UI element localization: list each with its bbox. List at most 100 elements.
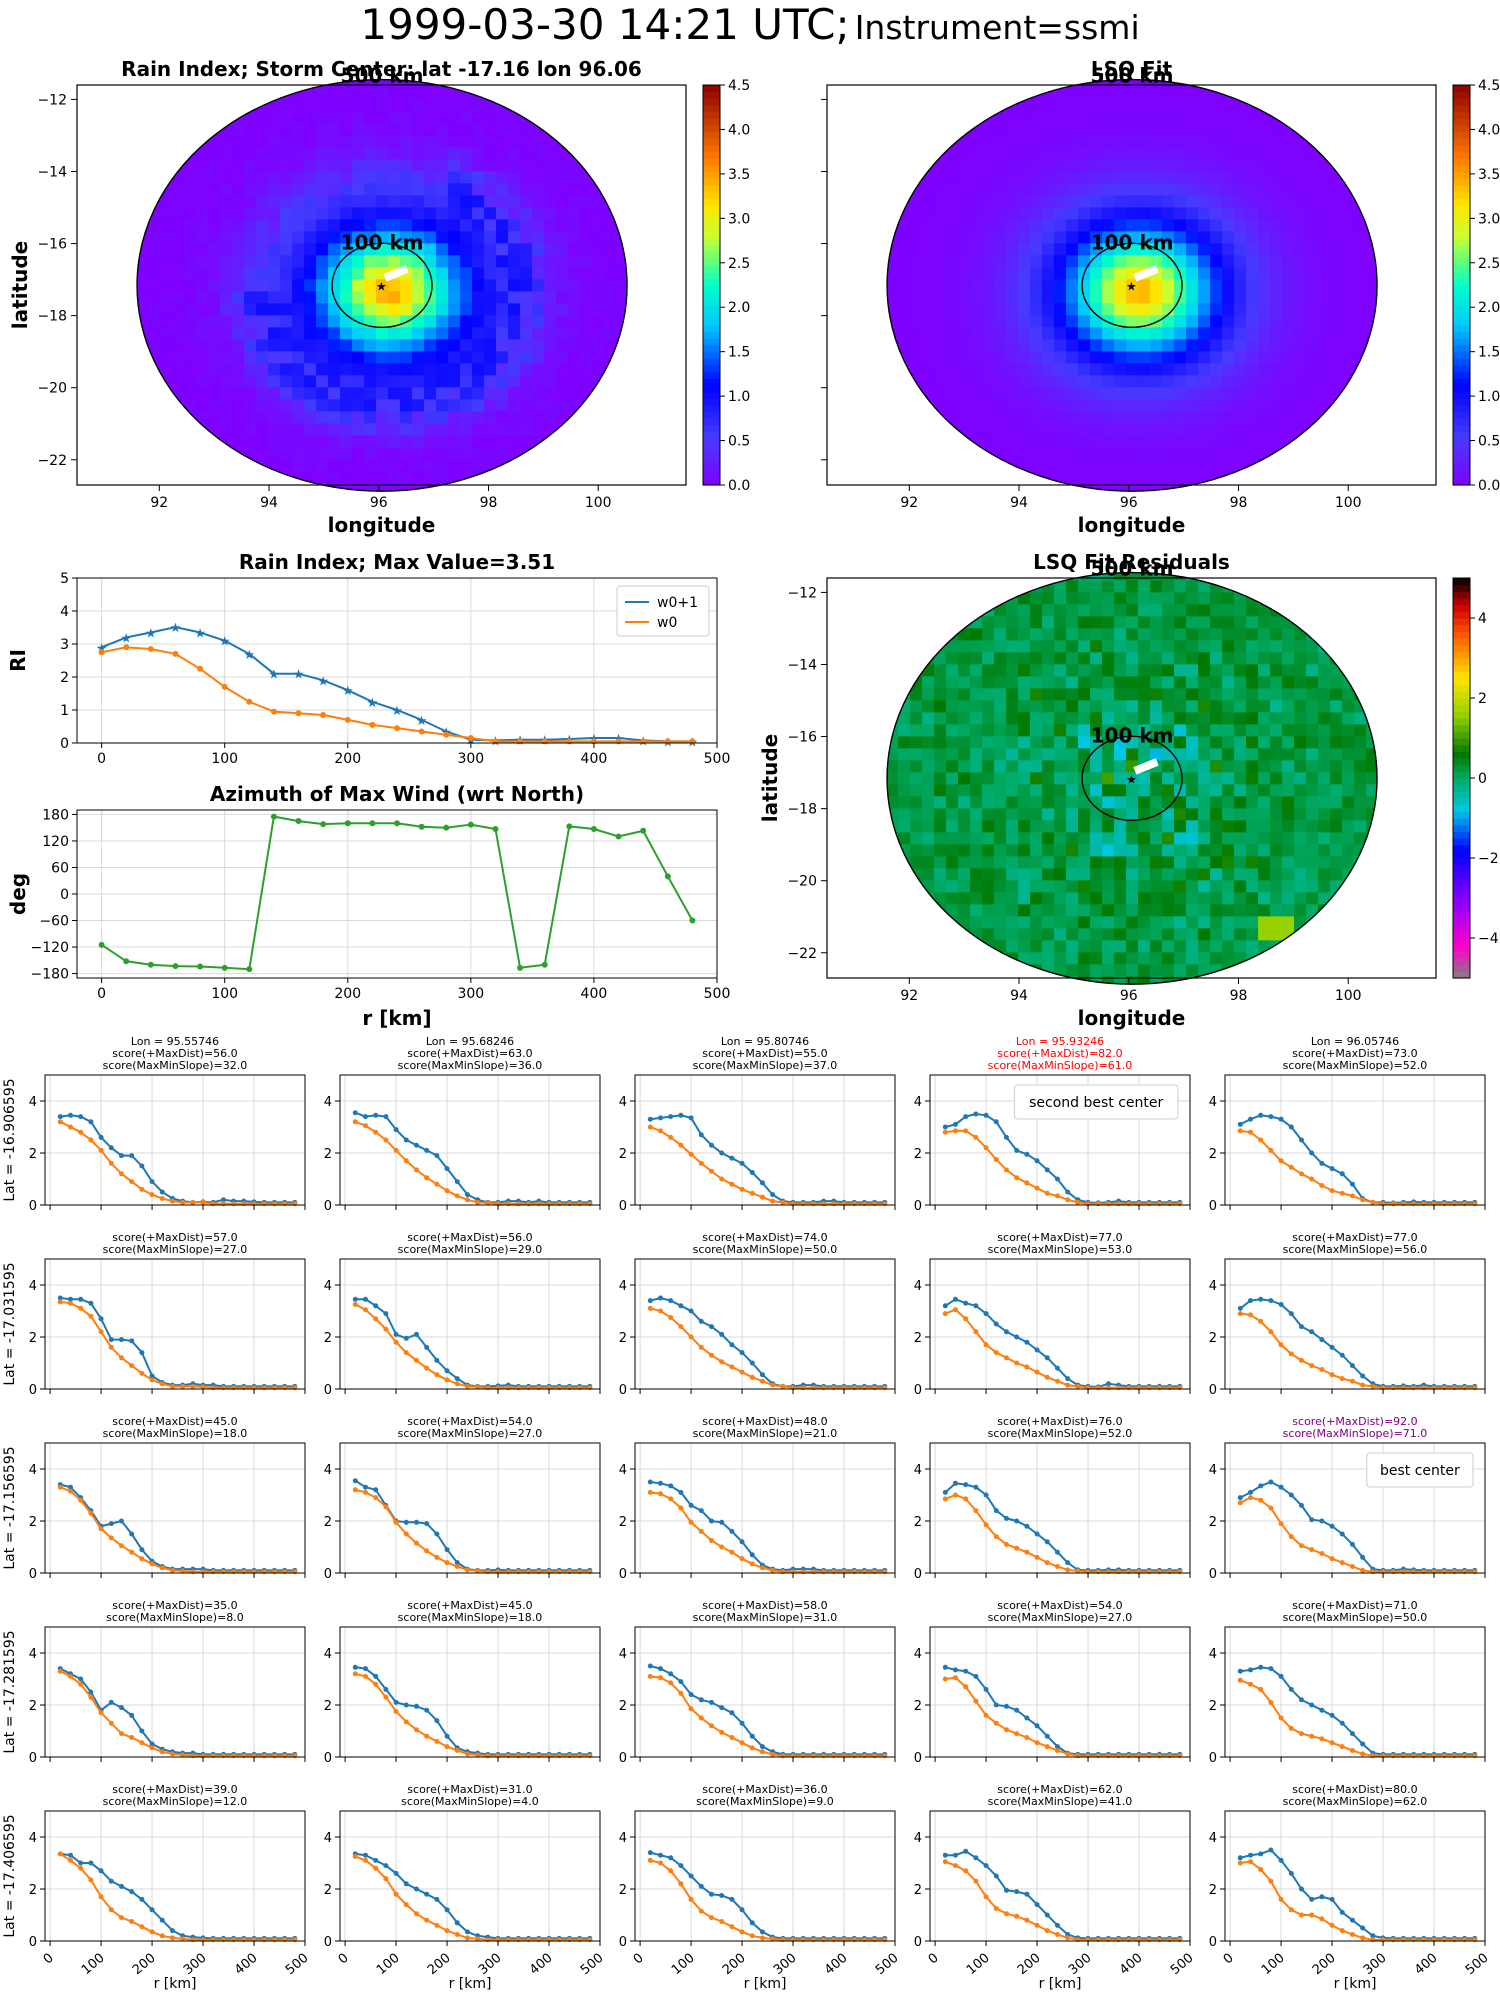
field-cell [424, 315, 437, 328]
field-cell [232, 231, 245, 244]
field-cell [946, 543, 959, 556]
field-cell [946, 399, 959, 412]
field-cell [496, 363, 509, 376]
field-cell [244, 291, 257, 304]
field-cell [352, 267, 365, 280]
field-cell [172, 543, 185, 556]
field-cell [1342, 339, 1355, 352]
field-cell [1066, 700, 1079, 713]
field-cell [1210, 363, 1223, 376]
field-cell [436, 87, 449, 100]
colorbar-segment [703, 98, 720, 106]
field-cell [1126, 39, 1139, 52]
field-cell [388, 27, 401, 40]
field-cell [1234, 291, 1247, 304]
field-cell [1150, 399, 1163, 412]
field-cell [208, 159, 221, 172]
colorbar-segment [1453, 425, 1470, 433]
field-cell [1030, 676, 1043, 689]
field-cell [1246, 423, 1259, 436]
field-cell [496, 183, 509, 196]
field-cell [1294, 15, 1307, 28]
field-cell [1222, 219, 1235, 232]
field-cell [592, 363, 605, 376]
field-cell [448, 147, 461, 160]
field-cell [1186, 63, 1199, 76]
field-cell [508, 231, 521, 244]
field-cell [934, 375, 947, 388]
field-cell [1102, 171, 1115, 184]
field-cell [1078, 447, 1091, 460]
field-cell [508, 375, 521, 388]
field-cell [1054, 219, 1067, 232]
field-cell [1138, 255, 1151, 268]
field-cell [424, 375, 437, 388]
field-cell [898, 832, 911, 845]
field-cell [970, 339, 983, 352]
field-cell [1114, 363, 1127, 376]
field-cell [292, 315, 305, 328]
field-cell [352, 159, 365, 172]
field-cell [994, 832, 1007, 845]
field-cell [1078, 988, 1091, 1001]
field-cell [508, 39, 521, 52]
field-cell [1210, 243, 1223, 256]
field-cell [1030, 411, 1043, 424]
field-cell [958, 255, 971, 268]
field-cell [244, 207, 257, 220]
field-cell [376, 219, 389, 232]
field-cell [970, 820, 983, 833]
field-cell [994, 423, 1007, 436]
field-cell [1030, 243, 1043, 256]
colorbar-tick-label: 4.5 [1478, 78, 1500, 94]
field-cell [196, 267, 209, 280]
field-cell [874, 988, 887, 1001]
field-cell [436, 423, 449, 436]
field-cell [484, 183, 497, 196]
field-cell [1030, 772, 1043, 785]
field-cell [400, 375, 413, 388]
field-cell [208, 387, 221, 400]
field-cell [1090, 952, 1103, 965]
field-cell [448, 123, 461, 136]
colorbar-segment [1453, 185, 1470, 193]
field-cell [1030, 688, 1043, 701]
colorbar-segment [703, 231, 720, 239]
field-cell [1174, 195, 1187, 208]
field-cell [256, 531, 269, 544]
field-cell [400, 303, 413, 316]
field-cell [376, 339, 389, 352]
field-cell [268, 183, 281, 196]
field-cell [292, 387, 305, 400]
field-cell [412, 471, 425, 484]
field-cell [1066, 928, 1079, 941]
field-cell [1066, 435, 1079, 448]
field-cell [484, 279, 497, 292]
field-cell [592, 255, 605, 268]
field-cell [640, 507, 653, 520]
field-cell [1078, 303, 1091, 316]
field-cell [898, 712, 911, 725]
field-cell [472, 39, 485, 52]
field-cell [268, 111, 281, 124]
colorbar-segment [1453, 118, 1470, 126]
field-cell [1150, 255, 1163, 268]
field-cell [280, 243, 293, 256]
field-cell [208, 255, 221, 268]
field-cell [568, 243, 581, 256]
colorbar-tick-label: 2.0 [728, 300, 750, 316]
field-cell [1066, 904, 1079, 917]
field-cell [196, 279, 209, 292]
field-cell [1258, 195, 1271, 208]
field-cell [640, 27, 653, 40]
field-cell [1342, 291, 1355, 304]
field-cell [256, 327, 269, 340]
field-cell [1222, 447, 1235, 460]
colorbar-segment [1453, 91, 1470, 99]
field-cell [172, 279, 185, 292]
field-cell [520, 435, 533, 448]
field-cell [910, 820, 923, 833]
field-cell [1078, 712, 1091, 725]
field-cell [400, 255, 413, 268]
field-cell [910, 219, 923, 232]
